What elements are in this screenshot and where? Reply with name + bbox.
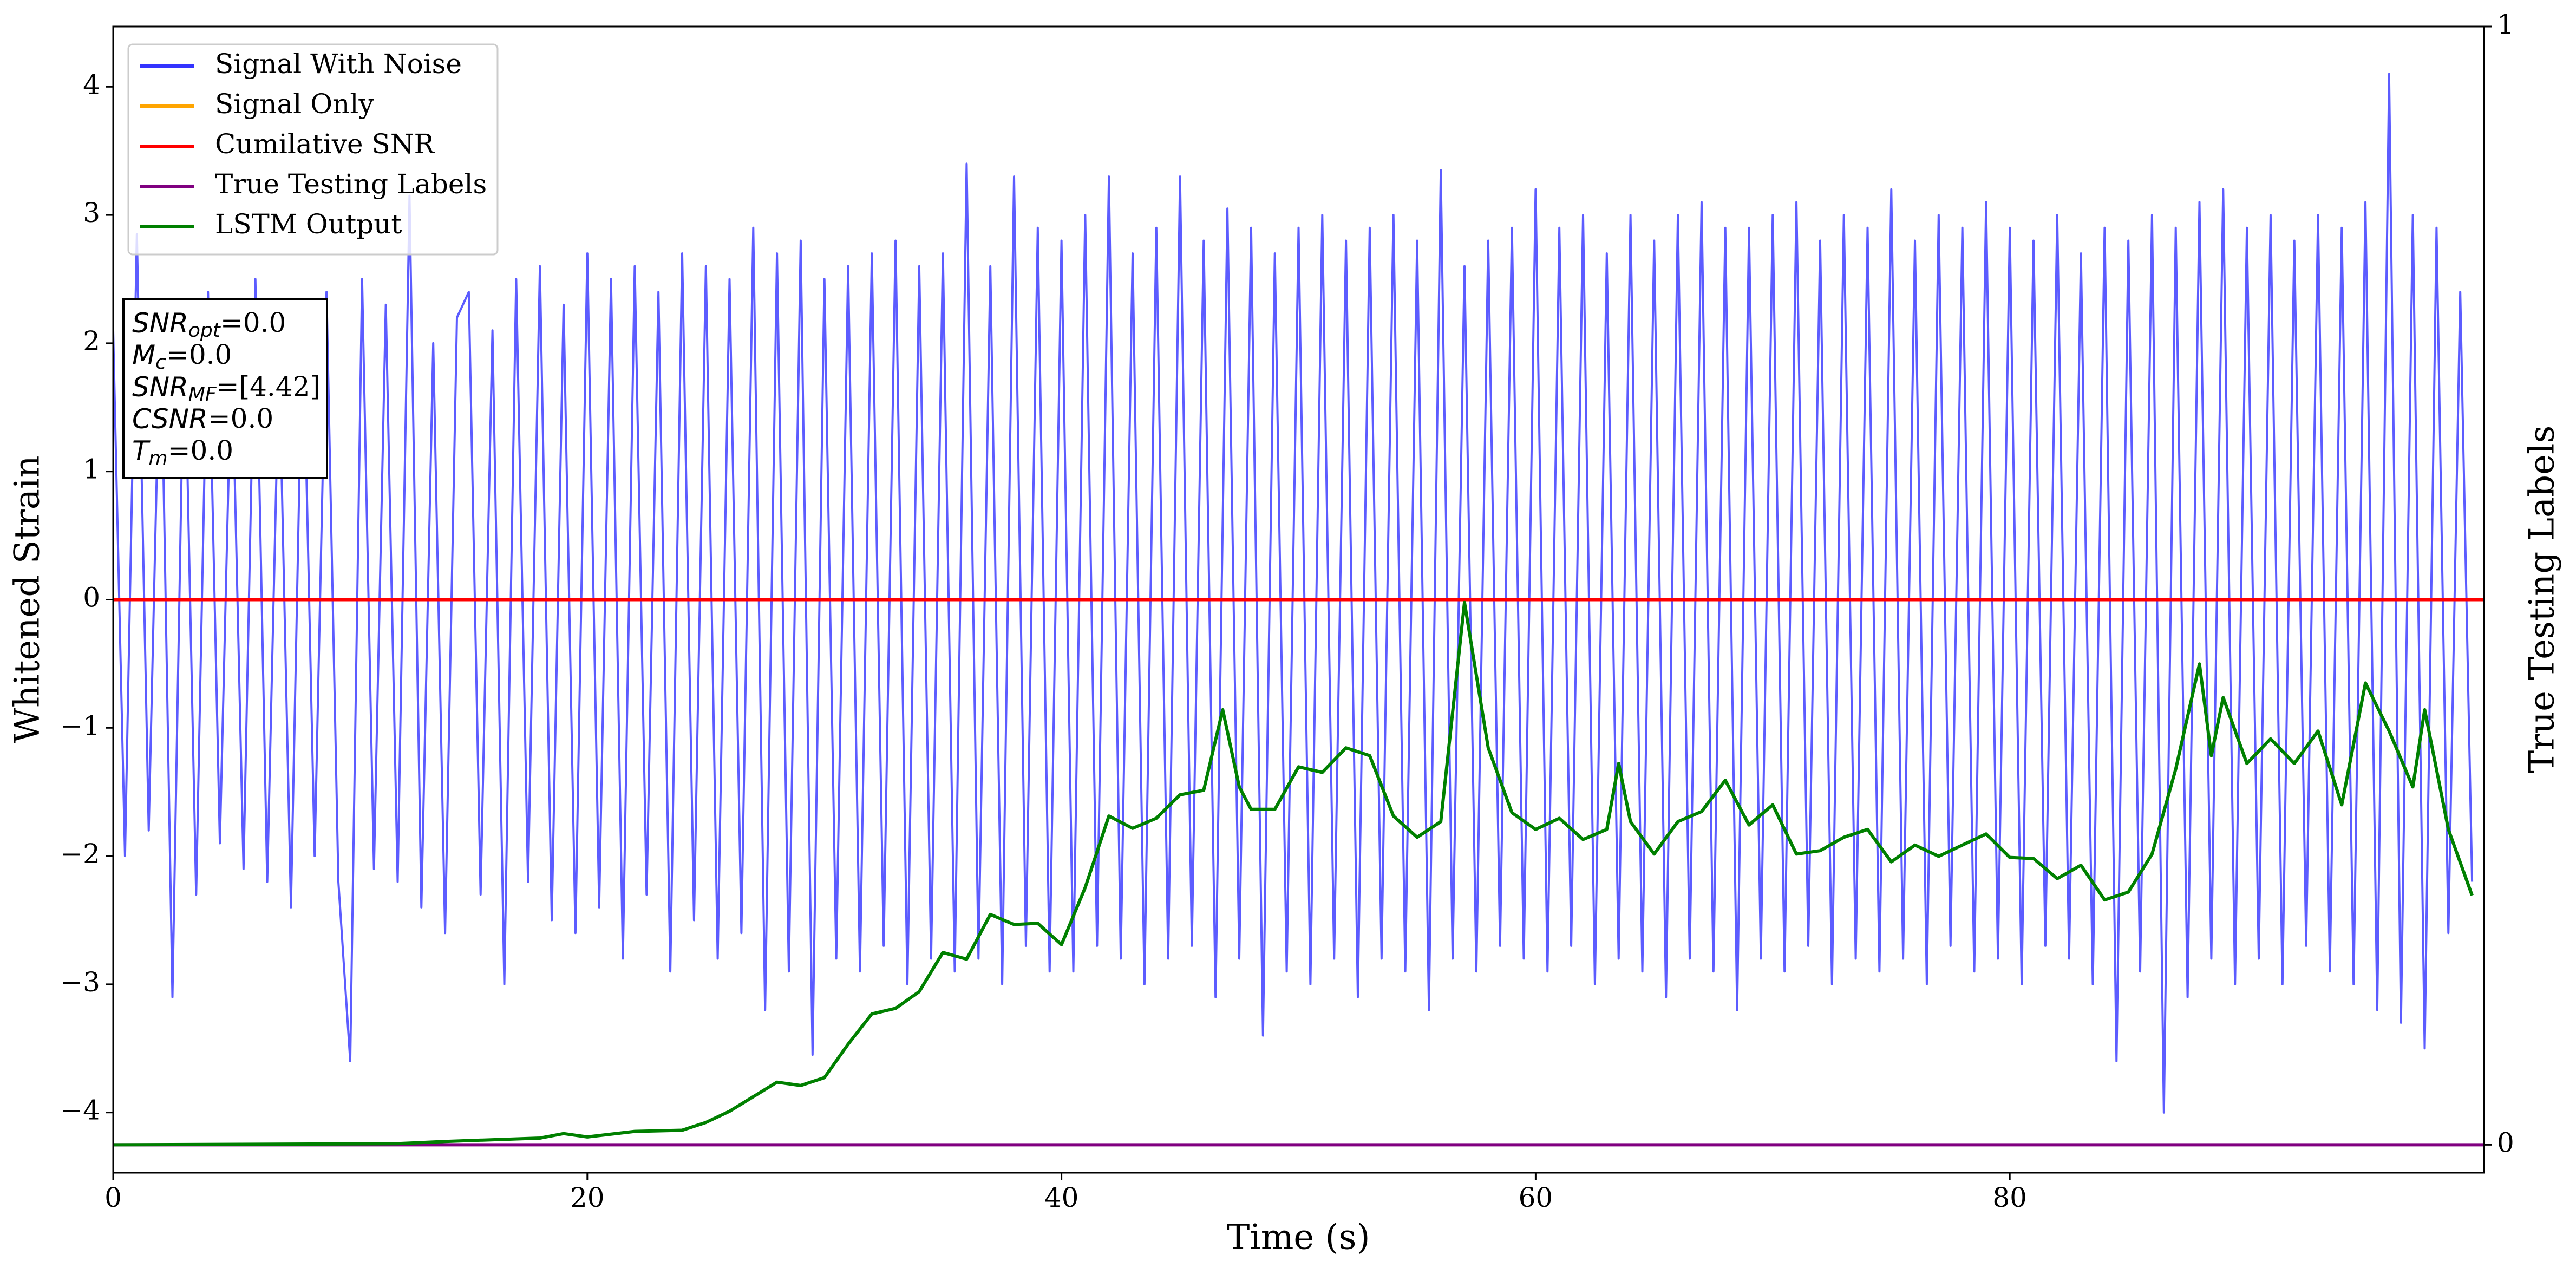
y2-tick-label: 1 — [2497, 9, 2514, 40]
annotation-line: SNRopt=0.0 — [132, 307, 286, 342]
y-tick-label: 2 — [83, 325, 100, 357]
annotation-line: Mc=0.0 — [132, 339, 232, 374]
annotation: SNRopt=0.0Mc=0.0SNRMF=[4.42]CSNR=0.0Tm=0… — [122, 298, 328, 479]
x-tick-label: 80 — [1992, 1182, 2027, 1213]
legend-label: Signal With Noise — [215, 48, 462, 80]
plot-area — [113, 73, 2484, 1147]
y-tick-label: −4 — [60, 1095, 100, 1126]
y-tick-label: −2 — [60, 838, 100, 870]
annotation-value: =0.0 — [220, 307, 286, 338]
legend: Signal With Noise Signal Only Cumilative S… — [127, 43, 499, 256]
legend-label: Signal Only — [215, 88, 374, 120]
annotation-value: =0.0 — [208, 403, 273, 434]
annotation-frame — [122, 298, 328, 479]
y-tick-label: 3 — [83, 197, 100, 228]
annotation-value: =0.0 — [168, 435, 233, 466]
y-tick-label: −1 — [60, 710, 100, 741]
annotation-variable: T — [132, 435, 151, 467]
annotation-subscript: m — [149, 447, 168, 469]
annotation-line: CSNR=0.0 — [132, 403, 273, 435]
annotation-variable: SNR — [132, 371, 188, 403]
annotation-line: Tm=0.0 — [132, 435, 233, 469]
x-tick-label: 0 — [104, 1182, 122, 1213]
annotation-subscript: opt — [188, 319, 221, 342]
y-tick-label: 1 — [83, 454, 100, 485]
annotation-value: =[4.42] — [217, 371, 321, 402]
annotation-line: SNRMF=[4.42] — [132, 371, 321, 406]
y2-axis-label: True Testing Labels — [2522, 426, 2562, 774]
annotation-variable: SNR — [132, 308, 188, 339]
y-tick-label: 0 — [83, 582, 100, 613]
annotation-subscript: MF — [188, 383, 217, 406]
legend-label: True Testing Labels — [215, 168, 487, 200]
x-tick-label: 20 — [570, 1182, 605, 1213]
x-axis-label: Time (s) — [1227, 1218, 1370, 1258]
y2-tick-label: 0 — [2497, 1127, 2514, 1158]
x-tick-label: 60 — [1519, 1182, 1553, 1213]
annotation-variable: M — [132, 339, 155, 371]
y-axis-label: Whitened Strain — [8, 455, 48, 743]
annotation-value: =0.0 — [166, 339, 232, 370]
series-line — [113, 600, 2474, 1147]
y-tick-label: −3 — [60, 966, 100, 998]
legend-label: Cumilative SNR — [215, 128, 435, 160]
annotation-subscript: c — [155, 351, 166, 374]
y-tick-label: 4 — [83, 69, 100, 100]
legend-frame — [127, 43, 499, 256]
legend-label: LSTM Output — [215, 208, 402, 240]
annotation-variable: CSNR — [132, 403, 208, 435]
x-tick-label: 40 — [1044, 1182, 1079, 1213]
